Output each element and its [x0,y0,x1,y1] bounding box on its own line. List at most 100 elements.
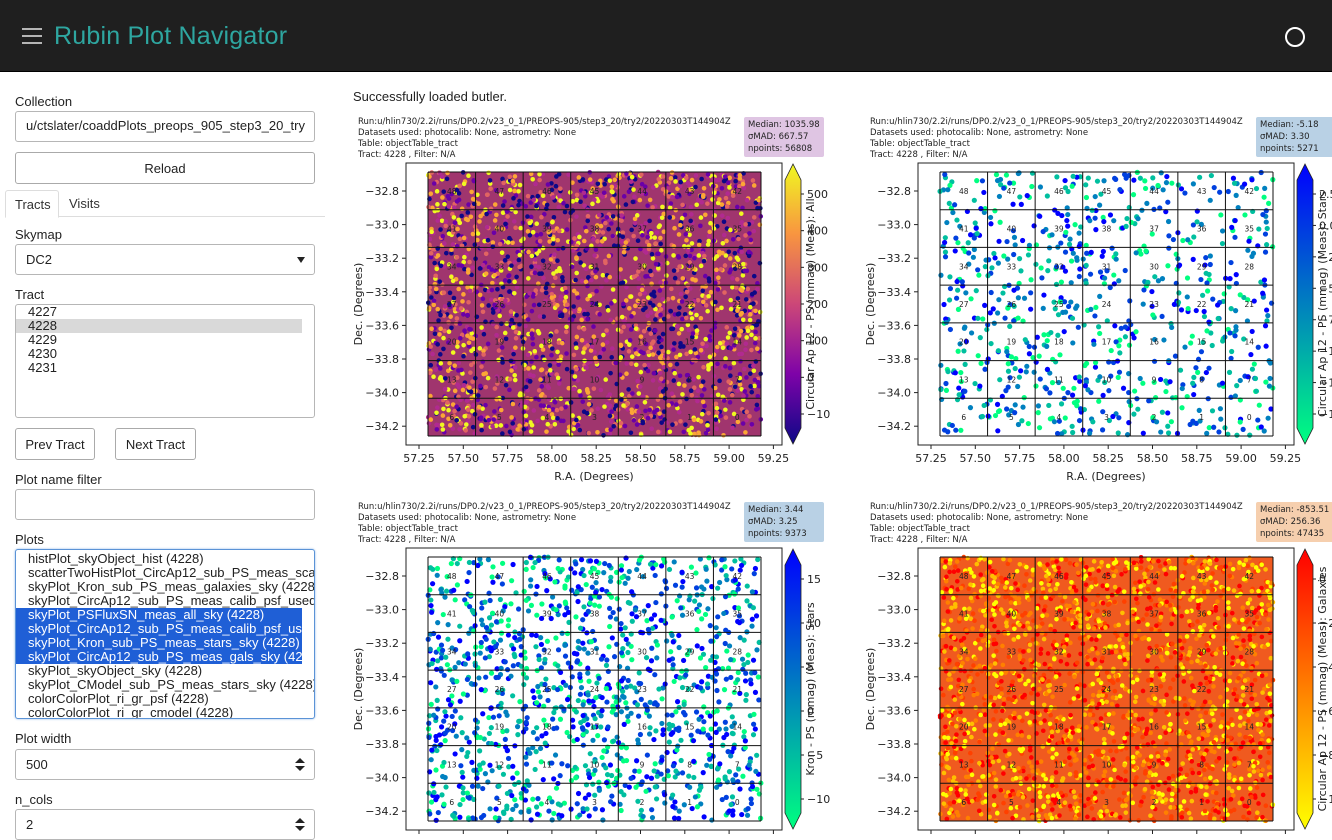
reload-button[interactable]: Reload [15,152,315,184]
patch-label: 37 [637,610,647,619]
next-tract-button[interactable]: Next Tract [115,428,196,460]
plot-metadata-line: Run:u/hlin730/2.2i/runs/DP0.2/v23_0_1/PR… [870,117,1243,127]
plot-list-item[interactable]: skyPlot_Kron_sub_PS_meas_stars_sky (4228… [16,636,302,650]
patch-label: 0 [735,413,740,422]
tract-label: Tract [15,287,44,302]
tract-item[interactable]: 4227 [16,305,314,319]
patch-label: 6 [961,413,966,422]
skymap-label: Skymap [15,227,62,242]
patch-label: 26 [495,300,505,309]
patch-label: 44 [637,187,647,196]
patch-label: 4 [1057,798,1062,807]
patch-label: 9 [1152,375,1157,384]
tract-item[interactable]: 4230 [16,347,314,361]
patch-label: 15 [1197,723,1207,732]
tract-item[interactable]: 4228 [16,319,302,333]
patch-label: 17 [1102,723,1112,732]
patch-label: 31 [1102,647,1112,656]
patch-label: 40 [495,610,505,619]
patch-label: 45 [1102,187,1112,196]
stats-line: npoints: 5271 [1260,144,1319,154]
app-title: Rubin Plot Navigator [54,22,287,51]
ncols-label: n_cols [15,792,53,807]
plot-list-item[interactable]: skyPlot_CModel_sub_PS_meas_stars_sky (42… [16,678,314,692]
patch-label: 32 [1054,647,1064,656]
patch-label: 0 [735,798,740,807]
patch-label: 46 [1054,187,1064,196]
y-tick-label: −32.8 [877,185,911,198]
patch-label: 1 [1199,798,1204,807]
patch-label: 48 [959,572,969,581]
patch-label: 42 [732,187,742,196]
patch-label: 16 [637,338,647,347]
patch-label: 38 [1102,610,1112,619]
plot-list-item[interactable]: skyPlot_PSFluxSN_meas_all_sky (4228) [16,608,302,622]
patch-label: 20 [959,338,969,347]
patch-label: 28 [732,647,742,656]
colorbar [785,164,801,444]
patch-label: 10 [1102,760,1112,769]
tract-item[interactable]: 4229 [16,333,314,347]
plot-list-item[interactable]: colorColorPlot_ri_gr_cmodel (4228) [16,706,314,719]
sky-plot-figure: Run:u/hlin730/2.2i/runs/DP0.2/v23_0_1/PR… [350,114,830,486]
patch-label: 41 [447,610,457,619]
patch-label: 16 [1149,338,1159,347]
plot-list-item[interactable]: scatterTwoHistPlot_CircAp12_sub_PS_meas_… [16,566,314,580]
patch-label: 16 [1149,723,1159,732]
y-tick-label: −34.0 [877,772,911,785]
plots-listbox[interactable]: histPlot_skyObject_hist (4228)scatterTwo… [15,549,315,719]
tab-visits[interactable]: Visits [60,190,110,218]
plot-list-item[interactable]: skyPlot_CircAp12_sub_PS_meas_calib_psf_u… [16,594,314,608]
patch-label: 5 [497,413,502,422]
sky-plot-figure: Run:u/hlin730/2.2i/runs/DP0.2/v23_0_1/PR… [862,499,1332,839]
patch-label: 3 [592,413,597,422]
prev-tract-button[interactable]: Prev Tract [15,428,95,460]
skymap-select[interactable]: DC2 [15,244,315,275]
plot-list-item[interactable]: skyPlot_CircAp12_sub_PS_meas_calib_psf_u… [16,622,302,636]
sky-plot-2: Run:u/hlin730/2.2i/runs/DP0.2/v23_0_1/PR… [862,114,1332,486]
collection-input[interactable]: u/ctslater/coaddPlots_preops_905_step3_2… [15,111,315,142]
tract-item[interactable]: 4231 [16,361,314,375]
tab-tracts[interactable]: Tracts [5,190,59,218]
plot-list-item[interactable]: skyPlot_skyObject_sky (4228) [16,664,314,678]
x-axis-label: R.A. (Degrees) [554,470,633,483]
ncols-stepper[interactable]: 2 [15,809,315,840]
colorbar-label: Circular Ap 12 - PS (mmag) (Meas): Stars [1316,191,1329,417]
colorbar-tick-label: 15 [807,573,821,586]
patch-label: 15 [685,338,695,347]
spinner-arrows-icon[interactable] [295,818,305,832]
patch-label: 7 [735,760,740,769]
plot-width-stepper[interactable]: 500 [15,749,315,780]
x-tick-label: 59.00 [1225,452,1257,465]
patch-label: 17 [590,723,600,732]
patch-label: 11 [542,760,552,769]
patch-label: 34 [959,647,969,656]
patch-label: 19 [495,338,505,347]
patch-label: 0 [1247,413,1252,422]
patch-label: 29 [1197,647,1207,656]
y-axis-label: Dec. (Degrees) [864,263,877,346]
plot-list-item[interactable]: skyPlot_Kron_sub_PS_meas_galaxies_sky (4… [16,580,314,594]
x-tick-label: 57.50 [448,452,480,465]
patch-label: 39 [1054,225,1064,234]
y-tick-label: −34.2 [877,805,911,818]
patch-label: 42 [1244,187,1254,196]
y-tick-label: −33.4 [365,286,399,299]
y-tick-label: −34.2 [365,420,399,433]
hamburger-icon[interactable] [22,28,42,44]
plot-list-item[interactable]: histPlot_skyObject_hist (4228) [16,552,314,566]
patch-label: 4 [545,798,550,807]
plot-metadata-line: Datasets used: photocalib: None, astrome… [358,513,576,523]
plot-list-item[interactable]: colorColorPlot_ri_gr_psf (4228) [16,692,314,706]
patch-label: 22 [685,685,695,694]
plot-metadata-line: Tract: 4228 , Filter: N/A [357,150,456,160]
plot-list-item[interactable]: skyPlot_CircAp12_sub_PS_meas_gals_sky (4… [16,650,302,664]
stats-line: σMAD: 667.57 [748,132,808,142]
spinner-arrows-icon[interactable] [295,758,305,772]
y-axis-label: Dec. (Degrees) [352,263,365,346]
patch-label: 34 [447,262,457,271]
plot-filter-input[interactable] [15,489,315,520]
patch-label: 13 [447,375,457,384]
patch-label: 36 [1197,610,1207,619]
